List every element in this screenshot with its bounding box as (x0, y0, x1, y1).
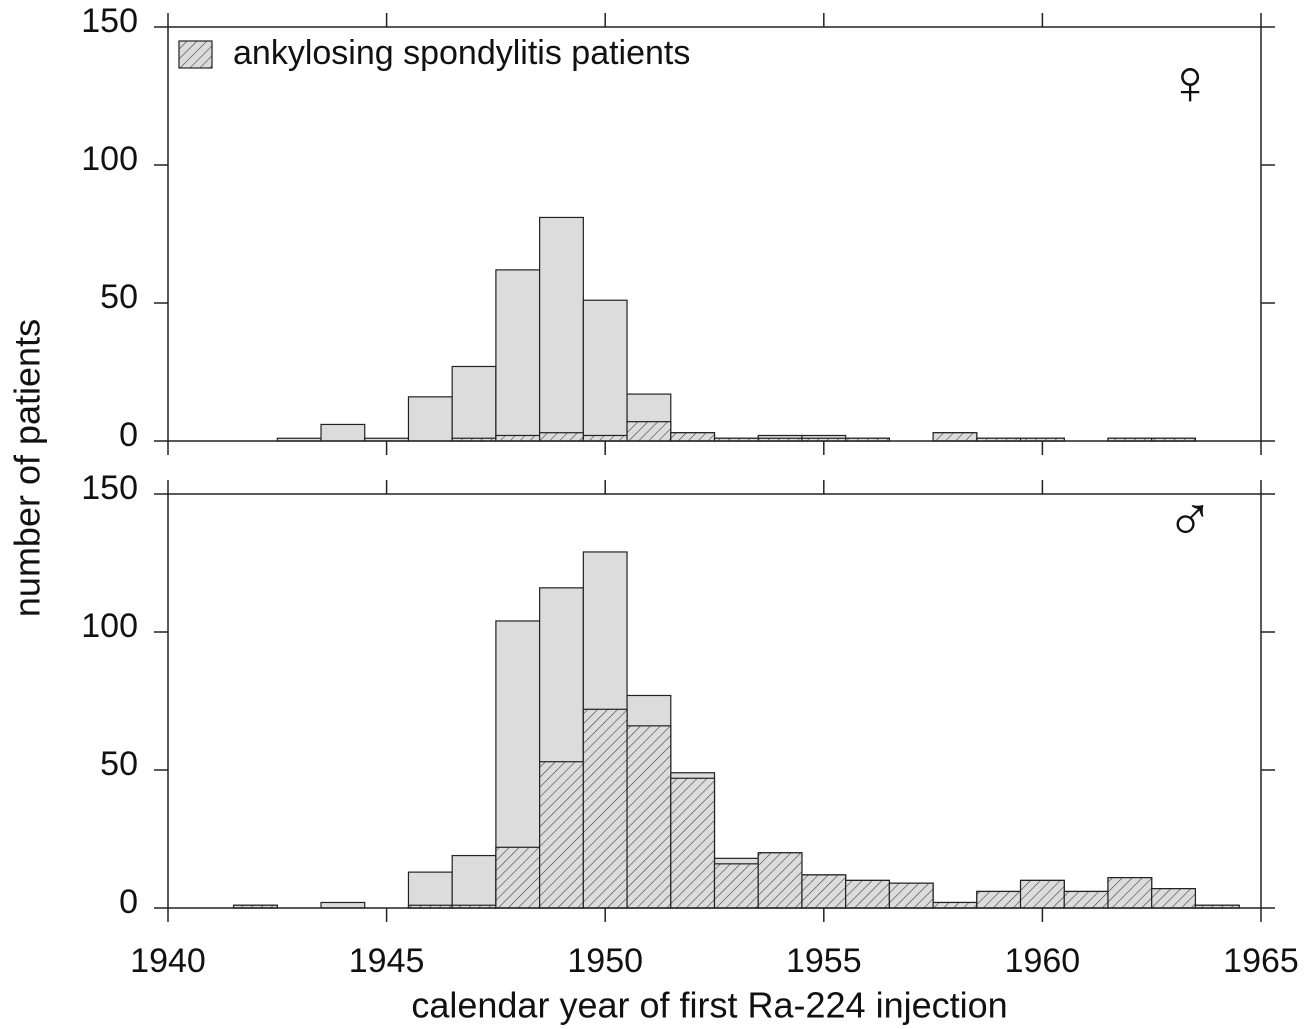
x-tick-label: 1950 (567, 942, 643, 980)
hatched-bar (1107, 877, 1153, 909)
y-tick-label: 150 (81, 2, 138, 40)
hatched-bar (539, 432, 584, 442)
hatched-bar (845, 879, 890, 909)
y-tick-label: 100 (81, 140, 138, 178)
hatched-bar (582, 434, 628, 442)
hatched-bar (670, 777, 716, 909)
sex-symbol: ♀ (1166, 46, 1214, 118)
hatched-bar (801, 874, 847, 909)
x-tick-label: 1940 (130, 942, 206, 980)
y-tick-label: 150 (81, 469, 138, 507)
x-tick-label: 1945 (349, 942, 425, 980)
hatched-bar (932, 432, 978, 442)
hatched-bar (932, 901, 978, 909)
legend-swatch (178, 40, 213, 69)
bar (320, 901, 366, 909)
hatched-bar (582, 708, 628, 909)
bar (495, 269, 541, 442)
plot-frame (167, 493, 1262, 909)
bar (582, 299, 628, 442)
bar (451, 854, 497, 909)
hatched-bar (976, 890, 1022, 909)
x-axis-label: calendar year of first Ra-224 injection (411, 985, 1007, 1026)
x-tick-label: 1960 (1005, 942, 1081, 980)
y-tick-label: 0 (119, 416, 138, 454)
hatched-bar (495, 846, 541, 909)
hatched-bar (1063, 890, 1109, 909)
hatched-bar (626, 421, 672, 442)
hatched-bar (670, 432, 716, 442)
hatched-bar (1019, 879, 1065, 909)
bar (539, 216, 584, 442)
hatched-bar (713, 863, 759, 909)
y-tick-label: 50 (100, 278, 138, 316)
bar (320, 423, 366, 442)
plot-frame (167, 26, 1262, 442)
y-tick-label: 50 (100, 745, 138, 783)
y-tick-label: 0 (119, 883, 138, 921)
hatched-bar (888, 882, 934, 909)
hatched-bar (626, 725, 672, 909)
sex-symbol: ♂ (1166, 483, 1214, 555)
x-tick-label: 1955 (786, 942, 862, 980)
bar (451, 365, 497, 442)
bar (407, 396, 453, 442)
x-tick-label: 1965 (1223, 942, 1299, 980)
y-axis-label: number of patients (7, 319, 48, 617)
hatched-bar (495, 434, 541, 442)
y-tick-label: 100 (81, 607, 138, 645)
hatched-bar (1151, 888, 1197, 909)
bar (407, 871, 453, 909)
legend-label: ankylosing spondylitis patients (233, 34, 690, 72)
hatched-bar (539, 761, 584, 909)
hatched-bar (757, 852, 803, 909)
